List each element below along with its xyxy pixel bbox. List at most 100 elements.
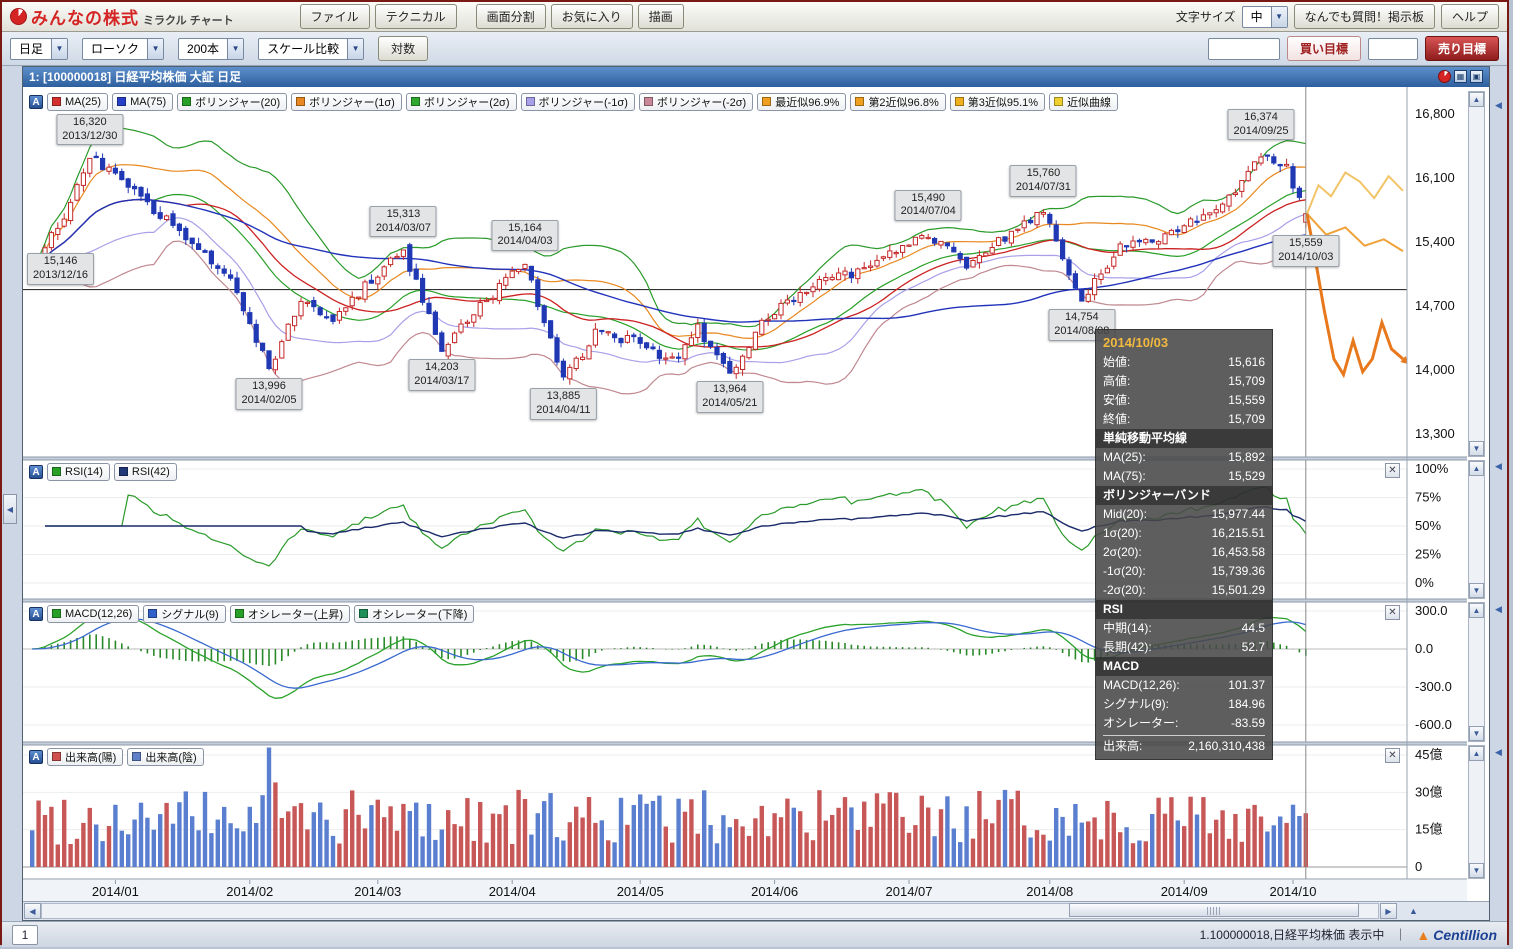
indicator-toggle-main-1[interactable]: MA(25) — [47, 92, 109, 111]
indicator-toggle-macd-3[interactable]: オシレーター(上昇) — [229, 604, 351, 623]
scroll-left-icon[interactable]: ◀ — [24, 903, 41, 920]
tooltip-row: Mid(20): 15,977.44 — [1103, 506, 1265, 521]
indicator-toggle-label: 最近似96.9% — [775, 96, 840, 109]
scroll-down-icon[interactable]: ▼ — [1469, 582, 1484, 598]
timeframe-select[interactable]: 日足 ▼ — [10, 37, 69, 60]
panel-vertical-scrollbar[interactable]: ▲ ▼ — [1468, 601, 1485, 742]
indicator-toggle-main-9[interactable]: 第2近似96.8% — [850, 92, 946, 111]
bar-count-select[interactable]: 200本 ▼ — [178, 37, 245, 60]
scroll-up-icon[interactable]: ▲ — [1469, 602, 1484, 618]
indicator-toggle-main-11[interactable]: 近似曲線 — [1049, 92, 1119, 111]
indicator-toggle-row-rsi: A RSI(14) RSI(42) — [29, 462, 177, 481]
indicator-toggle-rsi-1[interactable]: RSI(14) — [47, 462, 110, 481]
indicator-toggle-main-5[interactable]: ボリンジャー(2σ) — [405, 92, 517, 111]
panel-collapse-icon[interactable]: ◀ — [1495, 747, 1502, 757]
tooltip-row: 終値: 15,709 — [1103, 411, 1265, 426]
scrollbar-trough[interactable] — [41, 903, 1379, 920]
auto-scale-toggle[interactable]: A — [29, 749, 43, 764]
price-tooltip: 2014/10/03 始値: 15,616 高値: 15,709 安値: 15,559 終値:… — [1095, 328, 1273, 760]
scale-compare-select[interactable]: スケール比較 ▼ — [258, 37, 365, 60]
panel-vertical-scrollbar[interactable]: ▲ ▼ — [1468, 459, 1485, 599]
panel-close-button[interactable]: ✕ — [1385, 462, 1400, 478]
tooltip-section-header: 単純移動平均線 — [1096, 428, 1272, 448]
svg-text:2014/05: 2014/05 — [617, 884, 664, 899]
sell-target-input[interactable] — [1367, 37, 1418, 60]
miracle-chart-icon — [1438, 70, 1451, 84]
scroll-down-icon[interactable]: ▼ — [1469, 725, 1484, 741]
panel-close-button[interactable]: ✕ — [1385, 747, 1400, 763]
scrollbar-thumb[interactable] — [1069, 903, 1359, 918]
page-tab-1[interactable]: 1 — [12, 924, 38, 945]
indicator-toggle-volume-2[interactable]: 出来高(陰) — [127, 747, 204, 766]
sidebar-collapse-button[interactable]: ◀ — [3, 494, 17, 524]
indicator-color-swatch — [52, 609, 61, 619]
indicator-toggle-label: オシレーター(下降) — [372, 608, 468, 621]
menu-button-4[interactable]: お気に入り — [550, 4, 633, 29]
chevron-down-icon: ▼ — [347, 38, 364, 59]
chart-title: 1: [100000018] 日経平均株価 大証 日足 — [29, 70, 242, 85]
indicator-color-swatch — [117, 97, 127, 107]
svg-text:13,300: 13,300 — [1415, 426, 1455, 441]
tooltip-date: 2014/10/03 — [1103, 334, 1169, 350]
window-restore-icon[interactable]: ▣ — [1470, 70, 1483, 84]
chart-titlebar[interactable]: 1: [100000018] 日経平均株価 大証 日足 ▦ ▣ — [23, 67, 1489, 87]
brand: ▲ Centillion — [1416, 927, 1497, 943]
scroll-up-icon[interactable]: ▲ — [1469, 745, 1484, 761]
panel-collapse-icon[interactable]: ◀ — [1495, 100, 1502, 110]
panel-close-button[interactable]: ✕ — [1385, 604, 1400, 620]
indicator-toggle-main-6[interactable]: ボリンジャー(-1σ) — [520, 92, 635, 111]
menu-button-3[interactable]: 画面分割 — [475, 4, 546, 29]
panel-collapse-icon[interactable]: ◀ — [1495, 461, 1502, 471]
indicator-toggle-main-2[interactable]: MA(75) — [112, 92, 174, 111]
indicator-toggle-volume-1[interactable]: 出来高(陽) — [47, 747, 124, 766]
horizontal-scrollbar[interactable]: ◀ ▶ ▲ — [23, 901, 1489, 920]
panel-vertical-scrollbar[interactable]: ▲ ▼ — [1468, 90, 1485, 457]
indicator-toggle-row-volume: A 出来高(陽) 出来高(陰) — [29, 747, 204, 766]
indicator-toggle-main-8[interactable]: 最近似96.9% — [757, 92, 847, 111]
indicator-color-swatch — [52, 97, 61, 107]
sell-target-button[interactable]: 売り目標 — [1424, 36, 1499, 61]
scroll-down-icon[interactable]: ▼ — [1469, 440, 1484, 456]
chart-annotation: 15,164 2014/04/03 — [491, 219, 559, 252]
scroll-down-icon[interactable]: ▼ — [1469, 862, 1484, 878]
indicator-toggle-main-10[interactable]: 第3近似95.1% — [949, 92, 1046, 111]
indicator-toggle-main-7[interactable]: ボリンジャー(-2σ) — [638, 92, 754, 111]
svg-text:300.0: 300.0 — [1415, 603, 1448, 618]
indicator-toggle-rsi-2[interactable]: RSI(42) — [113, 462, 177, 481]
indicator-toggle-main-3[interactable]: ボリンジャー(20) — [177, 92, 288, 111]
tooltip-row: 安値: 15,559 — [1103, 392, 1265, 407]
tooltip-row: 出来高: 2,160,310,438 — [1103, 734, 1265, 756]
auto-scale-toggle[interactable]: A — [29, 606, 43, 621]
auto-scale-toggle[interactable]: A — [29, 94, 43, 109]
qa-board-button[interactable]: なんでも質問！掲示板 — [1293, 4, 1435, 29]
indicator-toggle-macd-1[interactable]: MACD(12,26) — [47, 604, 140, 623]
indicator-toggle-macd-4[interactable]: オシレーター(下降) — [354, 604, 475, 623]
indicator-toggle-macd-2[interactable]: シグナル(9) — [143, 604, 226, 623]
auto-scale-toggle[interactable]: A — [29, 464, 43, 479]
indicator-toggle-main-4[interactable]: ボリンジャー(1σ) — [291, 92, 402, 111]
menu-button-5[interactable]: 描画 — [637, 4, 684, 29]
indicator-color-swatch — [52, 752, 61, 762]
buy-target-input[interactable] — [1207, 37, 1280, 60]
scroll-up-icon[interactable]: ▲ — [1469, 460, 1484, 476]
svg-text:-300.0: -300.0 — [1415, 679, 1452, 694]
font-size-select[interactable]: 中 ▼ — [1241, 5, 1288, 28]
log-scale-button[interactable]: 対数 — [378, 36, 429, 61]
window-split-icon[interactable]: ▦ — [1454, 70, 1467, 84]
help-button[interactable]: ヘルプ — [1440, 4, 1499, 29]
scroll-right-icon[interactable]: ▶ — [1380, 903, 1397, 920]
indicator-toggle-label: 第2近似96.8% — [868, 96, 939, 109]
menu-button-1[interactable]: ファイル — [299, 4, 370, 29]
menu-button-2[interactable]: テクニカル — [374, 4, 457, 29]
scroll-up-icon[interactable]: ▲ — [1469, 91, 1484, 107]
indicator-color-swatch — [410, 97, 420, 107]
chart-area[interactable]: 16,800 16,100 15,400 14,700 14,000 13,300 100%… — [23, 86, 1489, 902]
indicator-toggle-label: シグナル(9) — [161, 608, 219, 621]
panel-expand-icon[interactable]: ▲ — [1409, 906, 1418, 917]
panel-vertical-scrollbar[interactable]: ▲ ▼ — [1468, 744, 1485, 879]
indicator-toggle-label: ボリンジャー(2σ) — [423, 96, 510, 109]
buy-target-button[interactable]: 買い目標 — [1286, 36, 1361, 61]
panel-collapse-icon[interactable]: ◀ — [1495, 604, 1502, 614]
chart-type-select[interactable]: ローソク ▼ — [82, 37, 165, 60]
app-logo-subtext: ミラクル チャート — [143, 15, 234, 27]
